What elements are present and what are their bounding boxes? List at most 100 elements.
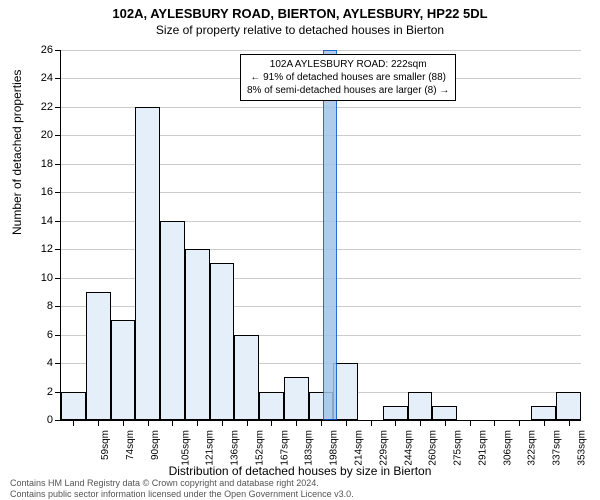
x-tick [197,421,198,426]
chart-container: 102A, AYLESBURY ROAD, BIERTON, AYLESBURY… [0,0,600,500]
histogram-bar [556,392,581,420]
x-axis-label: Distribution of detached houses by size … [0,464,600,478]
annotation-box: 102A AYLESBURY ROAD: 222sqm ← 91% of det… [240,54,456,101]
x-tick [73,421,74,426]
y-axis-label: Number of detached properties [10,70,24,235]
x-tick [346,421,347,426]
y-tick-label: 14 [28,215,53,227]
y-tick [55,192,60,193]
x-tick-label: 229sqm [378,430,389,466]
y-tick-label: 10 [28,272,53,284]
histogram-bar [210,263,235,420]
x-tick [222,421,223,426]
histogram-bar [111,320,136,420]
y-tick [55,107,60,108]
y-tick-label: 2 [28,386,53,398]
histogram-bar [333,363,358,420]
x-tick-label: 198sqm [329,430,340,466]
x-tick-label: 136sqm [230,430,241,466]
x-tick [445,421,446,426]
chart-subtitle: Size of property relative to detached ho… [0,21,600,37]
histogram-bar [185,249,210,420]
x-tick-label: 291sqm [477,430,488,466]
x-tick-label: 322sqm [527,430,538,466]
x-tick [371,421,372,426]
annotation-line3: 8% of semi-detached houses are larger (8… [247,84,449,97]
histogram-bar [531,406,556,420]
annotation-line2: ← 91% of detached houses are smaller (88… [247,71,449,84]
footer: Contains HM Land Registry data © Crown c… [10,478,354,500]
x-tick-label: 183sqm [304,430,315,466]
y-tick-label: 16 [28,186,53,198]
histogram-bar [160,221,185,420]
y-tick [55,306,60,307]
chart-title: 102A, AYLESBURY ROAD, BIERTON, AYLESBURY… [0,0,600,21]
gridline [61,50,581,51]
y-tick [55,335,60,336]
y-tick-label: 8 [28,300,53,312]
y-tick [55,278,60,279]
x-tick-label: 167sqm [279,430,290,466]
x-tick-label: 275sqm [453,430,464,466]
y-tick-label: 4 [28,357,53,369]
plot-area: 0246810121416182022242659sqm74sqm90sqm10… [60,50,581,421]
x-tick [395,421,396,426]
x-tick [544,421,545,426]
y-tick-label: 6 [28,329,53,341]
histogram-bar [61,392,86,420]
footer-line1: Contains HM Land Registry data © Crown c… [10,478,354,489]
y-tick [55,363,60,364]
histogram-bar [259,392,284,420]
x-tick [148,421,149,426]
x-tick [123,421,124,426]
y-tick-label: 26 [28,44,53,56]
histogram-bar [234,335,259,420]
x-tick-label: 306sqm [502,430,513,466]
x-tick-label: 59sqm [100,430,111,460]
highlight-bar [323,50,337,420]
x-tick-label: 105sqm [180,430,191,466]
histogram-bar [135,107,160,420]
x-tick [470,421,471,426]
x-tick [271,421,272,426]
x-tick-label: 121sqm [205,430,216,466]
x-tick [569,421,570,426]
y-tick [55,78,60,79]
y-tick [55,164,60,165]
annotation-line1: 102A AYLESBURY ROAD: 222sqm [247,58,449,71]
x-tick-label: 74sqm [125,430,136,460]
chart-area: 0246810121416182022242659sqm74sqm90sqm10… [60,50,580,420]
y-tick-label: 12 [28,243,53,255]
x-tick [321,421,322,426]
histogram-bar [408,392,433,420]
y-tick [55,420,60,421]
y-tick [55,135,60,136]
x-tick [296,421,297,426]
x-tick-label: 90sqm [150,430,161,460]
footer-line2: Contains public sector information licen… [10,489,354,500]
histogram-bar [383,406,408,420]
x-tick-label: 260sqm [428,430,439,466]
x-tick-label: 214sqm [354,430,365,466]
x-tick [172,421,173,426]
x-tick [98,421,99,426]
y-tick-label: 22 [28,101,53,113]
x-tick [494,421,495,426]
x-tick-label: 152sqm [255,430,266,466]
histogram-bar [284,377,309,420]
y-tick [55,50,60,51]
x-tick-label: 337sqm [552,430,563,466]
y-tick-label: 18 [28,158,53,170]
y-tick-label: 24 [28,72,53,84]
x-tick [420,421,421,426]
x-tick [247,421,248,426]
x-tick-label: 244sqm [403,430,414,466]
histogram-bar [432,406,457,420]
y-tick [55,392,60,393]
histogram-bar [86,292,111,420]
y-tick [55,249,60,250]
x-tick [519,421,520,426]
x-tick-label: 353sqm [576,430,587,466]
y-tick [55,221,60,222]
y-tick-label: 20 [28,129,53,141]
